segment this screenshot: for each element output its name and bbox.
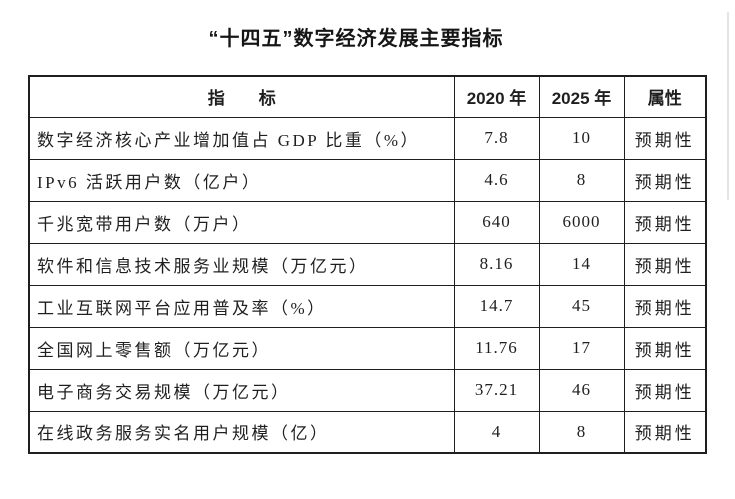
table-row: 在线政务服务实名用户规模（亿） 4 8 预期性 [28,410,707,454]
value-2025-cell: 45 [538,284,625,328]
indicator-cell: 数字经济核心产业增加值占 GDP 比重（%） [28,116,455,160]
attribute-cell: 预期性 [623,368,707,412]
table-row: 电子商务交易规模（万亿元） 37.21 46 预期性 [28,368,707,412]
column-header-2025: 2025 年 [538,75,625,118]
indicator-cell: 工业互联网平台应用普及率（%） [28,284,455,328]
value-2025-cell: 10 [538,116,625,160]
indicator-cell: IPv6 活跃用户数（亿户） [28,158,455,202]
value-2020-cell: 14.7 [453,284,540,328]
value-2020-cell: 37.21 [453,368,540,412]
indicators-table: 指 标 2020 年 2025 年 属性 数字经济核心产业增加值占 GDP 比重… [28,75,707,454]
value-2025-cell: 8 [538,158,625,202]
value-2025-cell: 17 [538,326,625,370]
page-edge-artifact [727,12,729,200]
attribute-cell: 预期性 [623,158,707,202]
indicator-cell: 在线政务服务实名用户规模（亿） [28,410,455,454]
attribute-cell: 预期性 [623,284,707,328]
value-2020-cell: 11.76 [453,326,540,370]
attribute-cell: 预期性 [623,200,707,244]
value-2025-cell: 46 [538,368,625,412]
indicator-cell: 全国网上零售额（万亿元） [28,326,455,370]
table-header-row: 指 标 2020 年 2025 年 属性 [28,75,707,118]
value-2020-cell: 7.8 [453,116,540,160]
column-header-2020: 2020 年 [453,75,540,118]
value-2025-cell: 14 [538,242,625,286]
column-header-indicator: 指 标 [28,75,455,118]
table-row: IPv6 活跃用户数（亿户） 4.6 8 预期性 [28,158,707,202]
table-body: 数字经济核心产业增加值占 GDP 比重（%） 7.8 10 预期性 IPv6 活… [28,116,707,454]
value-2020-cell: 8.16 [453,242,540,286]
value-2020-cell: 640 [453,200,540,244]
attribute-cell: 预期性 [623,242,707,286]
indicator-cell: 千兆宽带用户数（万户） [28,200,455,244]
table-row: 工业互联网平台应用普及率（%） 14.7 45 预期性 [28,284,707,328]
value-2020-cell: 4.6 [453,158,540,202]
column-header-attribute: 属性 [623,75,707,118]
value-2025-cell: 8 [538,410,625,454]
table-row: 数字经济核心产业增加值占 GDP 比重（%） 7.8 10 预期性 [28,116,707,160]
table-title: “十四五”数字经济发展主要指标 [208,28,504,50]
value-2020-cell: 4 [453,410,540,454]
indicator-cell: 电子商务交易规模（万亿元） [28,368,455,412]
attribute-cell: 预期性 [623,410,707,454]
attribute-cell: 预期性 [623,326,707,370]
table-row: 全国网上零售额（万亿元） 11.76 17 预期性 [28,326,707,370]
value-2025-cell: 6000 [538,200,625,244]
attribute-cell: 预期性 [623,116,707,160]
table-row: 千兆宽带用户数（万户） 640 6000 预期性 [28,200,707,244]
indicator-cell: 软件和信息技术服务业规模（万亿元） [28,242,455,286]
table-row: 软件和信息技术服务业规模（万亿元） 8.16 14 预期性 [28,242,707,286]
